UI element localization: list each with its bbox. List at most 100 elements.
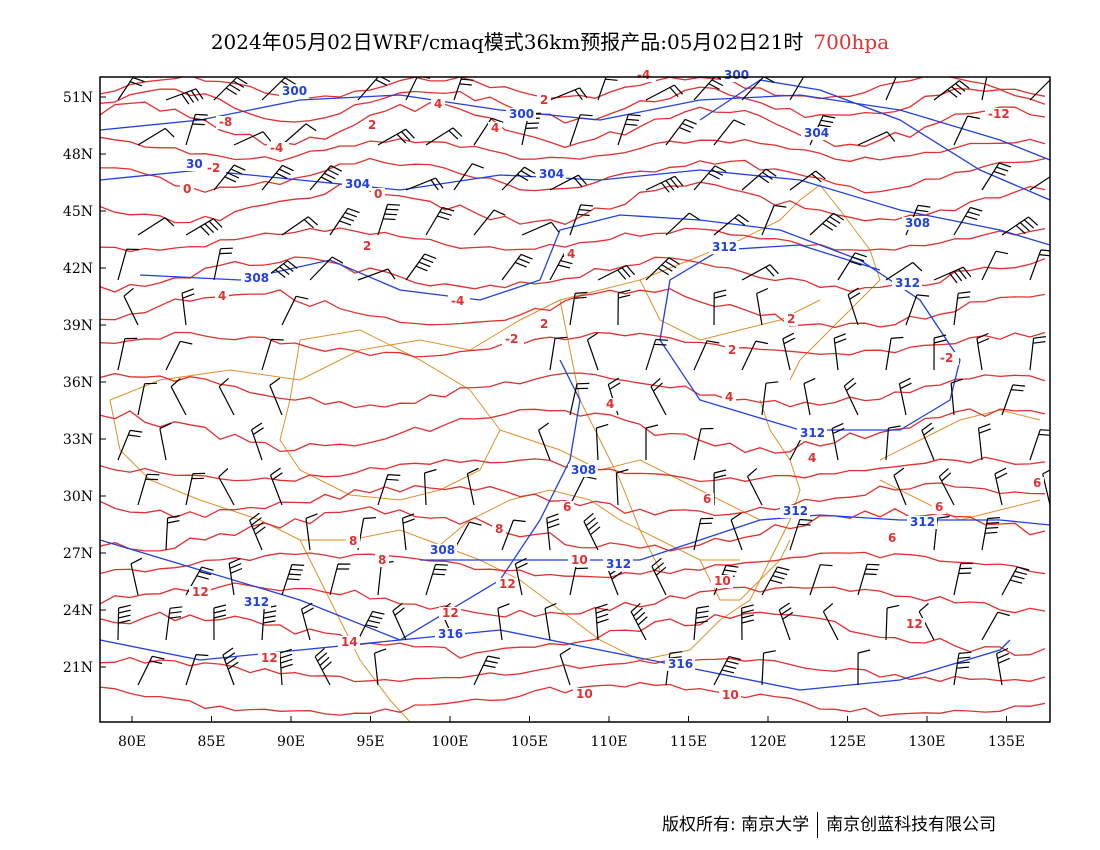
wind-barb xyxy=(651,557,667,596)
temperature-label: 4 xyxy=(606,397,614,411)
geopotential-label: 300 xyxy=(509,107,534,121)
temperature-contour xyxy=(100,180,1046,225)
wind-barb xyxy=(261,164,294,191)
temperature-label-bg xyxy=(885,532,899,545)
temperature-label: 6 xyxy=(1033,476,1041,490)
wind-barb xyxy=(803,377,816,416)
wind-barb xyxy=(501,166,536,191)
wind-barb xyxy=(713,289,727,326)
temperature-label-bg xyxy=(805,452,819,465)
wind-barb xyxy=(885,425,901,461)
lon-tick-label: 110E xyxy=(591,734,628,750)
temperature-label-bg xyxy=(568,554,590,567)
lon-tick-label: 120E xyxy=(750,734,787,750)
temperature-label: 12 xyxy=(906,617,923,631)
lat-tick-label: 36N xyxy=(63,375,93,391)
geopotential-label: 304 xyxy=(539,167,564,181)
wind-barb xyxy=(933,334,947,371)
temperature-label: -2 xyxy=(505,332,518,346)
temperature-label-bg xyxy=(216,116,238,129)
wind-barb xyxy=(405,253,437,281)
temperature-label-bg xyxy=(725,344,739,357)
lon-tick-label: 80E xyxy=(118,734,146,750)
wind-barb xyxy=(938,467,955,506)
border-line xyxy=(279,329,501,501)
wind-barb xyxy=(185,113,208,146)
wind-barb xyxy=(857,649,871,686)
wind-barb xyxy=(730,512,743,551)
temperature-contour xyxy=(100,288,1046,329)
geopotential-label-bg xyxy=(907,516,937,529)
wind-barb xyxy=(843,377,859,416)
lat-tick-label: 48N xyxy=(63,147,93,163)
border-line xyxy=(499,429,761,521)
temperature-label-bg xyxy=(204,162,226,175)
temperature-label: 12 xyxy=(442,606,459,620)
wind-barb xyxy=(994,467,1008,506)
wind-barb xyxy=(1029,176,1050,191)
wind-barb xyxy=(130,557,143,596)
wind-barb xyxy=(953,562,974,596)
temperature-label-bg xyxy=(932,501,946,514)
wind-barb xyxy=(693,605,710,641)
temperature-label: 12 xyxy=(192,585,209,599)
geopotential-contour xyxy=(100,94,1050,161)
wind-barb xyxy=(693,427,714,461)
border-line xyxy=(439,489,740,561)
geopotential-contour xyxy=(100,169,1050,246)
geopotential-label-bg xyxy=(780,505,810,518)
temperature-contour xyxy=(100,681,1046,717)
wind-barb xyxy=(281,295,309,326)
temperature-contour xyxy=(100,77,1046,100)
wind-barb xyxy=(261,260,298,281)
wind-barb xyxy=(305,513,318,551)
wind-barb xyxy=(453,521,482,551)
wind-barb xyxy=(921,422,935,461)
geopotential-label-bg xyxy=(342,178,372,191)
wind-barb xyxy=(549,87,588,101)
geopotential-label: 312 xyxy=(910,515,935,529)
temperature-label: 4 xyxy=(567,247,575,261)
title-level: 700hpa xyxy=(813,30,890,54)
geopotential-label-bg xyxy=(435,628,465,641)
temperature-label: 8 xyxy=(349,534,357,548)
wind-barb xyxy=(645,424,659,460)
wind-barb xyxy=(1049,674,1050,685)
temperature-contour xyxy=(100,506,1046,552)
wind-barb xyxy=(1029,336,1046,371)
temperature-label: 8 xyxy=(495,522,503,536)
wind-barb xyxy=(905,294,930,326)
wind-barb xyxy=(425,127,463,146)
wind-barb xyxy=(137,382,158,416)
wind-barb xyxy=(185,472,206,506)
temperature-label-bg xyxy=(215,290,229,303)
wind-barb xyxy=(137,473,160,506)
wind-barb xyxy=(165,88,204,105)
wind-barb xyxy=(123,287,139,326)
temperature-contour xyxy=(100,656,1046,683)
temperature-label: 6 xyxy=(888,531,896,545)
wind-barb xyxy=(978,423,992,461)
border-line xyxy=(699,539,791,601)
wind-barb xyxy=(329,207,360,236)
temperature-label: 8 xyxy=(378,553,386,567)
wind-barb xyxy=(405,177,444,191)
geopotential-label-bg xyxy=(801,127,831,140)
temperature-label: 2 xyxy=(540,93,548,107)
wind-barb xyxy=(617,114,641,146)
wind-barb xyxy=(473,209,506,236)
temperature-label: 4 xyxy=(725,390,733,404)
geopotential-label: 308 xyxy=(571,463,596,477)
wind-barb xyxy=(597,77,618,101)
wind-barb xyxy=(279,648,293,686)
temperature-contour xyxy=(100,256,1046,293)
wind-barb xyxy=(778,602,794,641)
wind-barb xyxy=(713,214,749,236)
wind-barb xyxy=(218,377,235,416)
wind-barb xyxy=(693,165,727,191)
wind-barb xyxy=(309,165,343,191)
border-line xyxy=(559,299,661,571)
wind-barb xyxy=(117,337,138,371)
footer: 版权所有: 南京大学 南京创蓝科技有限公司 xyxy=(662,810,996,838)
wind-barb xyxy=(885,336,904,371)
